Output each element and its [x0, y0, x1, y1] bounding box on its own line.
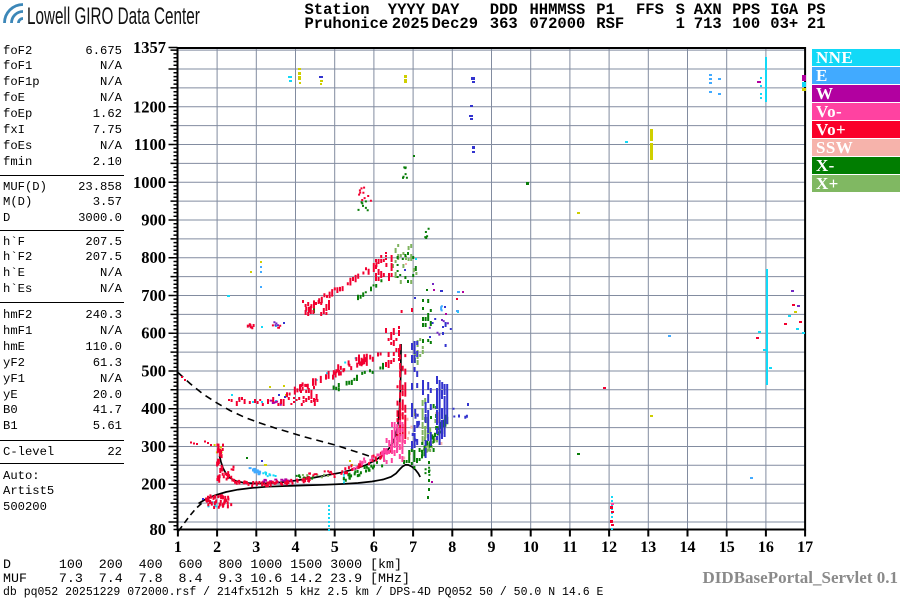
svg-text:1200: 1200 [133, 97, 166, 116]
svg-text:SSW: SSW [816, 138, 853, 157]
svg-text:900: 900 [141, 211, 166, 230]
svg-text:11: 11 [562, 539, 577, 556]
svg-text:500: 500 [141, 362, 166, 381]
svg-text:200: 200 [141, 475, 166, 494]
svg-text:4: 4 [292, 539, 300, 556]
svg-text:16: 16 [758, 539, 774, 556]
svg-text:1: 1 [174, 539, 182, 556]
svg-text:6: 6 [370, 539, 378, 556]
svg-text:Vo+: Vo+ [816, 120, 846, 139]
svg-text:600: 600 [141, 324, 166, 343]
svg-text:NNE: NNE [816, 48, 853, 67]
svg-text:9: 9 [488, 539, 496, 556]
svg-text:8: 8 [448, 539, 456, 556]
svg-text:1000: 1000 [133, 173, 166, 192]
svg-text:13: 13 [640, 539, 656, 556]
svg-text:15: 15 [719, 539, 735, 556]
svg-text:10: 10 [523, 539, 539, 556]
svg-text:Vo-: Vo- [816, 102, 842, 121]
svg-text:700: 700 [141, 286, 166, 305]
svg-text:17: 17 [797, 539, 813, 556]
svg-text:3: 3 [252, 539, 260, 556]
svg-text:X-: X- [816, 156, 835, 175]
svg-text:12: 12 [601, 539, 617, 556]
svg-text:300: 300 [141, 437, 166, 456]
svg-text:400: 400 [141, 399, 166, 418]
svg-text:1100: 1100 [134, 135, 166, 154]
svg-text:W: W [816, 84, 833, 103]
svg-text:1357: 1357 [133, 38, 166, 57]
svg-text:14: 14 [680, 539, 696, 556]
svg-text:800: 800 [141, 248, 166, 267]
svg-text:X+: X+ [816, 174, 839, 193]
svg-text:5: 5 [331, 539, 339, 556]
svg-text:E: E [816, 66, 828, 85]
svg-text:7: 7 [409, 539, 417, 556]
svg-text:2: 2 [213, 539, 221, 556]
svg-text:80: 80 [150, 520, 167, 539]
